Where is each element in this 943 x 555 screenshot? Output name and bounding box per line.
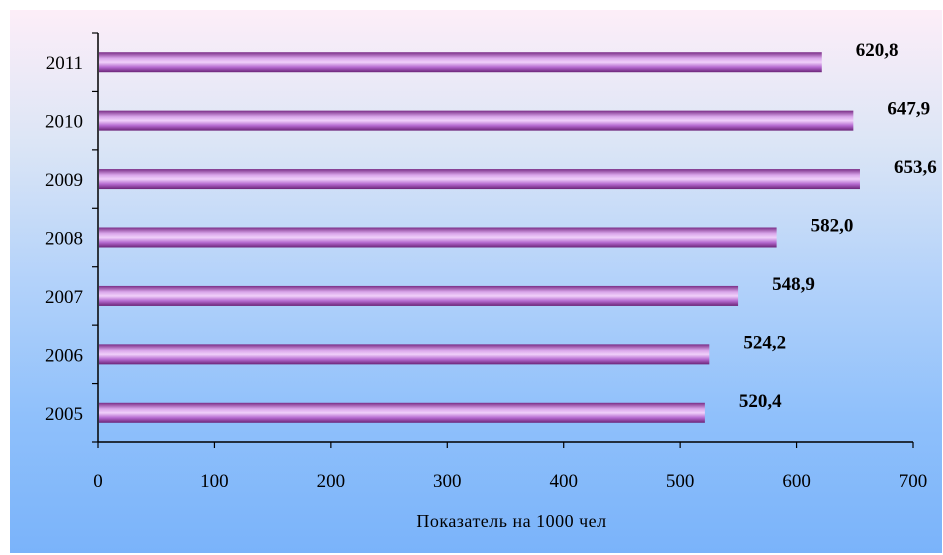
data-label: 548,9 [772,274,815,295]
x-axis-title: Показатель на 1000 чел [416,511,606,531]
y-tick-label: 2007 [45,287,83,308]
bar [99,169,860,190]
x-tick-label: 700 [899,471,928,492]
bars [99,52,860,423]
x-tick-label: 400 [549,471,578,492]
axes: 0 100 200 300 400 500 600 700 [92,32,928,492]
bar [99,227,777,248]
x-tick-label: 200 [317,471,346,492]
x-tick-label: 600 [782,471,811,492]
data-label: 620,8 [856,40,899,61]
labels: 2005 520,4 2006 524,2 2007 548,9 2008 582,0 2009… [45,40,937,425]
y-tick-label: 2005 [45,404,83,425]
data-label: 520,4 [739,391,782,412]
x-tick-label: 500 [666,471,695,492]
y-tick-label: 2006 [45,345,83,366]
x-tick-label: 0 [93,471,103,492]
y-tick-label: 2010 [45,112,83,133]
data-label: 653,6 [894,157,937,178]
bar [99,110,854,131]
data-label: 582,0 [811,216,854,237]
bar [99,285,739,306]
y-tick-label: 2011 [46,53,83,74]
bar [99,402,705,423]
y-tick-label: 2008 [45,229,83,250]
chart-frame [10,10,942,553]
data-label: 524,2 [743,332,786,353]
y-tick-label: 2009 [45,170,83,191]
x-tick-label: 100 [200,471,229,492]
bar [99,52,822,73]
bar [99,344,710,365]
x-tick-label: 300 [433,471,462,492]
data-label: 647,9 [887,99,930,120]
